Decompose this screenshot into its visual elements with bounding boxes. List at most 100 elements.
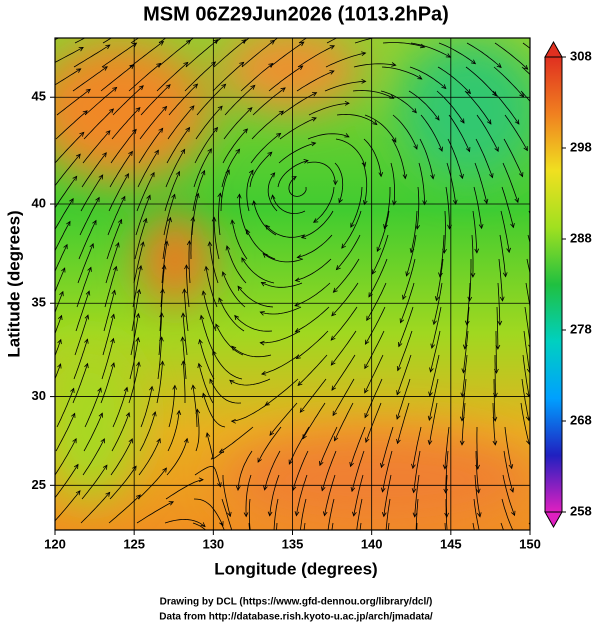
streamline-arrow xyxy=(180,312,186,318)
streamline-arrow xyxy=(333,180,338,186)
streamline xyxy=(222,475,231,517)
streamline-arrow xyxy=(154,149,159,155)
streamline xyxy=(392,114,418,150)
streamline xyxy=(475,138,493,178)
streamline-arrow xyxy=(302,434,307,440)
streamline xyxy=(157,39,191,68)
streamline xyxy=(326,38,338,44)
colorbar-tick-label: 308 xyxy=(570,48,592,63)
streamline-arrow xyxy=(391,137,397,143)
streamline xyxy=(134,218,147,260)
streamline-arrow xyxy=(430,343,436,349)
streamline xyxy=(55,490,81,522)
streamline-arrow xyxy=(312,218,319,223)
streamline-arrow xyxy=(365,437,370,444)
streamline xyxy=(376,210,390,252)
streamline xyxy=(77,243,94,284)
streamline-arrow xyxy=(257,457,262,463)
streamline xyxy=(522,42,530,49)
streamline xyxy=(75,290,90,332)
streamline-arrow xyxy=(443,488,449,494)
streamline-arrow xyxy=(211,216,217,222)
streamline-arrow xyxy=(167,216,172,223)
streamline xyxy=(202,393,226,428)
streamline xyxy=(249,151,273,188)
streamline xyxy=(471,234,474,277)
streamline-arrow xyxy=(514,119,520,125)
streamline xyxy=(336,113,378,125)
streamline-arrow xyxy=(61,267,66,273)
streamline-arrow xyxy=(267,151,273,157)
streamline xyxy=(475,450,480,493)
streamline-arrow xyxy=(186,240,192,246)
streamline xyxy=(205,266,218,308)
streamline xyxy=(368,258,388,297)
streamline-arrow xyxy=(71,412,76,418)
streamline-arrow xyxy=(415,561,419,565)
streamline xyxy=(231,345,272,358)
streamline xyxy=(165,479,204,500)
streamline-arrow xyxy=(428,391,433,397)
streamline-arrow xyxy=(338,198,343,204)
streamline-arrow xyxy=(441,84,447,90)
streamline xyxy=(80,492,111,524)
y-tick-label: 30 xyxy=(32,388,46,403)
streamline xyxy=(136,501,174,524)
streamline xyxy=(231,402,270,422)
streamline-arrow xyxy=(102,152,107,158)
streamline-arrow xyxy=(480,559,484,564)
streamline xyxy=(218,193,221,236)
streamline-arrow xyxy=(234,314,240,320)
streamline xyxy=(529,187,530,189)
streamline xyxy=(494,355,496,398)
streamline xyxy=(251,110,284,140)
streamline-arrow xyxy=(113,265,118,272)
streamline-arrow xyxy=(176,409,182,416)
streamline-arrow xyxy=(538,247,542,251)
streamline-arrow xyxy=(132,42,138,48)
streamline-arrow xyxy=(105,491,111,497)
streamline-arrow xyxy=(59,290,64,297)
x-tick-label: 140 xyxy=(361,536,383,551)
streamline-arrow xyxy=(515,556,519,561)
streamline xyxy=(111,412,130,452)
streamline xyxy=(498,258,503,301)
streamline-arrow xyxy=(210,61,217,67)
streamline xyxy=(280,92,317,116)
streamline xyxy=(336,234,361,270)
streamline-arrow xyxy=(464,320,470,326)
streamline-arrow xyxy=(444,512,449,518)
streamline xyxy=(112,387,128,428)
streamline xyxy=(278,142,316,164)
streamline-arrow xyxy=(470,59,477,65)
streamline-arrow xyxy=(183,437,189,444)
streamline xyxy=(156,361,163,404)
streamline xyxy=(248,498,251,530)
streamline xyxy=(466,42,502,68)
colorbar-tick-label: 278 xyxy=(570,321,592,336)
streamline xyxy=(84,387,102,428)
streamline-arrow xyxy=(212,350,217,356)
streamline-arrow xyxy=(84,362,89,369)
streamline xyxy=(105,242,119,284)
streamline xyxy=(363,138,382,177)
streamline-arrow xyxy=(496,63,502,69)
streamline xyxy=(308,102,350,116)
streamline xyxy=(469,259,472,302)
streamline-arrow xyxy=(156,437,161,444)
streamline-arrow xyxy=(350,486,356,493)
streamline xyxy=(446,474,448,518)
streamline xyxy=(246,229,276,260)
streamline-arrow xyxy=(195,192,200,198)
streamline-arrow xyxy=(396,365,402,372)
streamline-arrow xyxy=(78,46,84,52)
streamline-arrow xyxy=(136,361,141,367)
streamline-arrow xyxy=(75,153,81,159)
streamline xyxy=(229,378,271,386)
streamline xyxy=(55,221,71,252)
streamline xyxy=(384,187,391,229)
streamline xyxy=(226,245,247,284)
streamline xyxy=(429,354,440,396)
streamline-arrow xyxy=(105,44,111,50)
streamline-arrow xyxy=(98,412,103,418)
